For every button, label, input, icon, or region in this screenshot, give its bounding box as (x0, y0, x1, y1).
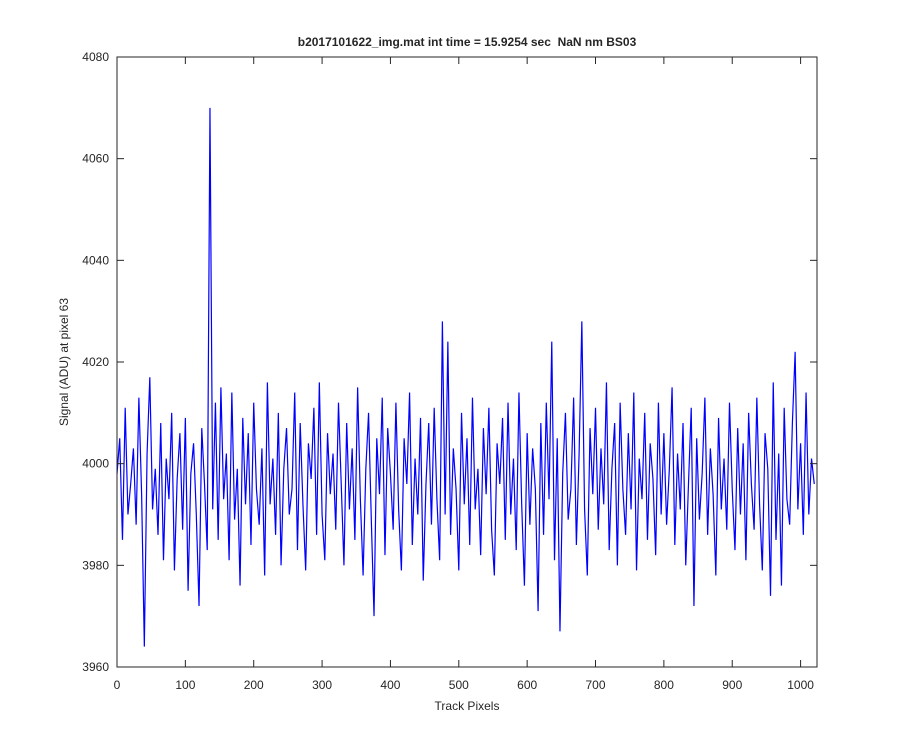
x-tick-label: 1000 (787, 678, 814, 692)
x-tick-label: 500 (449, 678, 469, 692)
x-tick-label: 100 (175, 678, 195, 692)
y-tick-label: 3980 (82, 558, 109, 572)
data-line (116, 107, 815, 647)
x-tick-label: 400 (380, 678, 400, 692)
x-tick-label: 900 (722, 678, 742, 692)
y-tick-label: 4060 (82, 152, 109, 166)
y-tick-label: 4000 (82, 457, 109, 471)
x-axis-label: Track Pixels (435, 699, 500, 713)
y-tick-label: 4080 (82, 50, 109, 64)
x-tick-label: 700 (586, 678, 606, 692)
x-tick-label: 800 (654, 678, 674, 692)
x-tick-label: 300 (312, 678, 332, 692)
x-tick-label: 200 (244, 678, 264, 692)
y-tick-label: 4040 (82, 253, 109, 267)
chart-title: b2017101622_img.mat int time = 15.9254 s… (298, 35, 637, 49)
x-tick-label: 0 (114, 678, 121, 692)
y-axis-label: Signal (ADU) at pixel 63 (57, 298, 71, 426)
y-tick-label: 4020 (82, 355, 109, 369)
x-tick-label: 600 (517, 678, 537, 692)
y-tick-label: 3960 (82, 660, 109, 674)
